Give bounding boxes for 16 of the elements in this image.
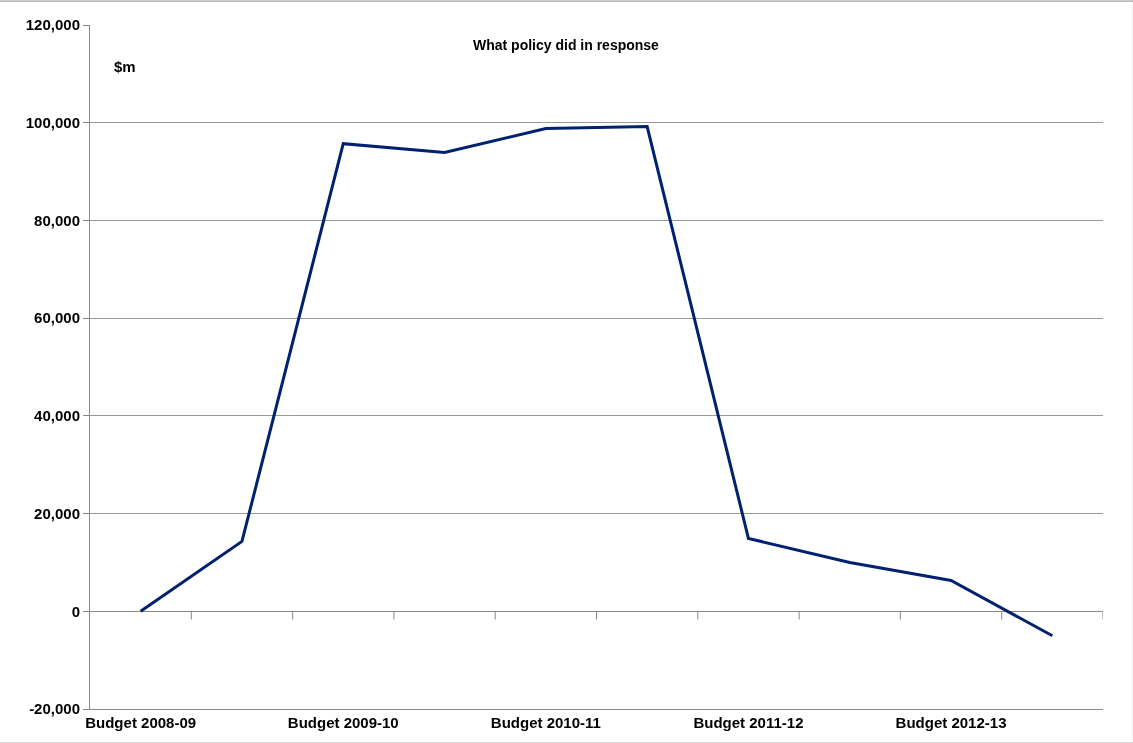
x-tick-label: Budget 2012-13 [895, 714, 1007, 731]
text: What policy did in response [473, 37, 660, 53]
x-tick-label: Budget 2009-10 [287, 714, 399, 731]
y-tick-label: 80,000 [34, 211, 80, 229]
x-tick-label: Budget 2011-12 [693, 714, 804, 731]
y-tick-label: 20,000 [34, 504, 80, 522]
y-tick-label: 0 [71, 602, 80, 620]
x-tick-label: Budget 2008-09 [85, 714, 197, 731]
y-tick-label: 40,000 [34, 407, 80, 425]
y-tick-label: 60,000 [34, 309, 80, 327]
x-tick-label: Budget 2010-11 [490, 714, 601, 731]
y-tick-label: 100,000 [25, 113, 80, 131]
y-axis-title: $m [114, 58, 136, 75]
y-tick-label: -20,000 [29, 700, 80, 718]
y-tick-label: 120,000 [25, 16, 80, 34]
line-series [139, 125, 1054, 638]
